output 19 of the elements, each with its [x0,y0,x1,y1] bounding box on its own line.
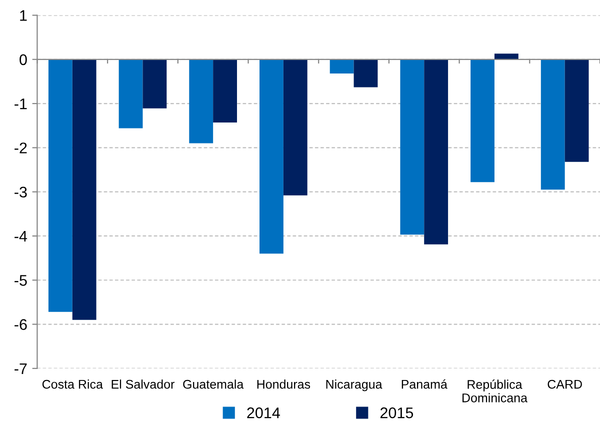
x-tick-label: Costa Rica [42,380,103,389]
x-tick-label: República Dominicana [462,380,528,402]
y-tick-label: -7 [14,363,27,374]
y-tick-label: -3 [14,186,27,198]
x-tick-label: Guatemala [183,380,244,389]
legend-label: 2015 [380,407,414,418]
y-tick-label: -1 [14,98,27,110]
y-tick-label: 0 [20,54,27,66]
y-tick-label: -4 [14,231,28,242]
x-tick-label: El Salvador [112,380,174,389]
y-tick-label: -5 [14,275,27,286]
y-tick-label: -6 [14,319,27,330]
x-tick-label: CARD [548,380,582,389]
y-tick-label: -2 [14,142,27,154]
x-tick-label: Honduras [257,380,310,389]
x-tick-label: Panamá [402,379,448,389]
x-tick-label: Nicaragua [326,380,382,392]
y-tick-label: 1 [20,10,27,21]
legend-label: 2014 [247,407,280,418]
